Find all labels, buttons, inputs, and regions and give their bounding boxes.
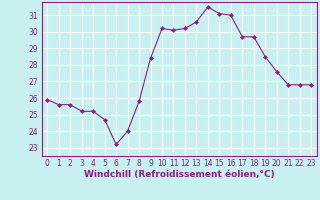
X-axis label: Windchill (Refroidissement éolien,°C): Windchill (Refroidissement éolien,°C) xyxy=(84,170,275,179)
